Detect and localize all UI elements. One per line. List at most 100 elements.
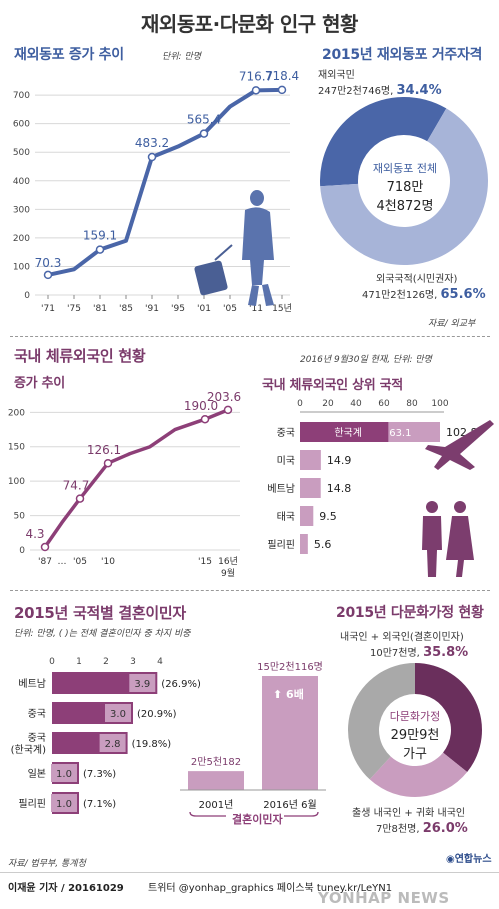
divider-2 <box>10 590 490 591</box>
series-line <box>47 87 283 277</box>
citizen-pct: 34.4% <box>396 83 442 98</box>
pie-slice <box>348 663 415 780</box>
y-tick-label: 50 <box>14 512 26 522</box>
traveler-icon <box>194 190 274 306</box>
value-box <box>105 704 131 722</box>
x-tick-label: 2 <box>103 657 109 667</box>
bar <box>300 534 308 554</box>
data-point <box>75 494 85 503</box>
category-label: 필리핀 <box>18 798 46 810</box>
value-label: 14.9 <box>327 454 352 467</box>
data-label: 718.4 <box>265 69 299 83</box>
family-donut <box>348 663 482 797</box>
overseas-trend-title: 재외동포 증가 추이 <box>14 47 124 63</box>
donut2-line2: 가구 <box>403 747 427 762</box>
x-tick-label: '15 <box>198 557 212 567</box>
x-tick-label: 15년 <box>272 303 292 314</box>
x-tick-label: 0 <box>49 657 55 667</box>
qualification-donut <box>320 97 488 265</box>
x-tick-label: … <box>58 557 67 567</box>
share-label: (26.9%) <box>161 679 201 690</box>
native-value: 7만8천명, 26.0% <box>376 821 468 836</box>
footer-social: 트위터 @yonhap_graphics 페이스북 tuney.kr/LeYN1 <box>148 883 393 894</box>
x-tick-label: '95 <box>171 304 185 314</box>
value-label: 15만2천116명 <box>257 661 323 673</box>
category-label: 태국 <box>277 511 295 523</box>
data-point <box>147 152 157 162</box>
category-label: 일본 <box>28 768 46 780</box>
value-box <box>51 794 77 812</box>
category-label: 2016년 6월 <box>263 799 316 811</box>
data-label: 74.7 <box>63 479 90 493</box>
x-tick-label: 20 <box>322 399 334 409</box>
category-label: 베트남 <box>18 678 46 690</box>
data-label: 203.6 <box>207 390 241 404</box>
citizen-name: 재외국민 <box>318 70 355 81</box>
data-point <box>251 86 261 95</box>
nationality-title: 국내 체류외국인 상위 국적 <box>262 378 403 393</box>
data-label: 159.1 <box>83 229 117 243</box>
x-tick-label: 60 <box>378 399 390 409</box>
value-label: 3.0 <box>110 709 126 720</box>
value-label: 1.0 <box>56 799 72 810</box>
citizen-value: 247만2천746명, 34.4% <box>318 83 442 98</box>
mixed-name: 내국인 + 외국인(결혼이민자) <box>340 632 464 643</box>
x-tick-label: '87 <box>38 557 52 567</box>
bar <box>262 676 318 790</box>
value-label: 5.6 <box>314 538 332 551</box>
donut1-center: 재외동포 전체 718만 4천872명 <box>355 160 455 214</box>
data-label: 190.0 <box>184 399 218 413</box>
x-tick-label: '01 <box>197 304 211 314</box>
value-label: 1.0 <box>56 769 72 780</box>
share-label: (7.1%) <box>83 799 116 810</box>
x-tick-label: '05 <box>223 304 237 314</box>
y-tick-label: 150 <box>8 443 25 453</box>
foreign-value: 471만2천126명, 65.6% <box>362 287 486 302</box>
x-tick-label: '75 <box>67 304 81 314</box>
y-tick-label: 100 <box>13 262 30 272</box>
overseas-trend-chart: 0 100 200 300 400 500 600 700 '71 '75 '81 '85 '91 '95… <box>13 69 299 314</box>
value-label: 9.5 <box>319 510 337 523</box>
donut2-label: 다문화가정 <box>389 710 441 723</box>
data-point <box>199 129 209 138</box>
pie-slice <box>415 663 482 773</box>
foreign-name: 외국국적(시민권자) <box>376 274 458 285</box>
divider-1 <box>10 336 490 337</box>
category-label: 중국 <box>28 732 46 744</box>
y-tick-label: 500 <box>13 148 30 158</box>
category-label: 필리핀 <box>267 539 295 551</box>
category-label: 미국 <box>277 455 295 467</box>
bar <box>188 771 244 790</box>
x-tick-label: 16년 <box>218 556 238 567</box>
donut2-center: 다문화가정 29만9천 가구 <box>372 708 458 762</box>
source-moj: 자료/ 법무부, 통계청 <box>8 859 86 869</box>
native-pct: 26.0% <box>422 821 468 836</box>
donut1-line1: 718만 <box>386 180 424 195</box>
pie-slice <box>320 108 488 265</box>
share-label: (7.3%) <box>83 769 116 780</box>
category-label: (한국계) <box>11 744 47 756</box>
sub-bar-name: 한국계 <box>334 427 362 439</box>
foreigners-trend-title: 증가 추이 <box>14 376 65 391</box>
x-tick-label: 0 <box>297 399 303 409</box>
donut1-line2: 4천872명 <box>376 199 434 214</box>
foreigners-title: 국내 체류외국인 현황 <box>14 347 146 365</box>
source-mofa: 자료/ 외교부 <box>428 319 476 329</box>
y-tick-label: 300 <box>13 205 30 215</box>
x-tick-label: 80 <box>406 399 418 409</box>
marriage-unit: 단위: 만명, ( )는 전체 결혼이민자 중 차지 비중 <box>14 629 191 639</box>
value-label: 3.9 <box>134 679 150 690</box>
donut2-line1: 29만9천 <box>390 728 440 743</box>
footer: 이재윤 기자 / 20161029 트위터 @yonhap_graphics 페… <box>0 872 499 909</box>
value-box <box>129 674 156 692</box>
native-name: 출생 내국인 + 귀화 내국인 <box>352 808 466 819</box>
bar <box>300 506 314 526</box>
yonhap-logo: ◉연합뉴스 <box>446 854 492 865</box>
sub-bar-value: 63.1 <box>389 428 411 439</box>
value-label: 2.8 <box>105 739 121 750</box>
y-tick-label: 600 <box>13 120 30 130</box>
donut1-label: 재외동포 전체 <box>372 162 438 175</box>
marriage-caption: 결혼이민자 <box>232 813 283 826</box>
